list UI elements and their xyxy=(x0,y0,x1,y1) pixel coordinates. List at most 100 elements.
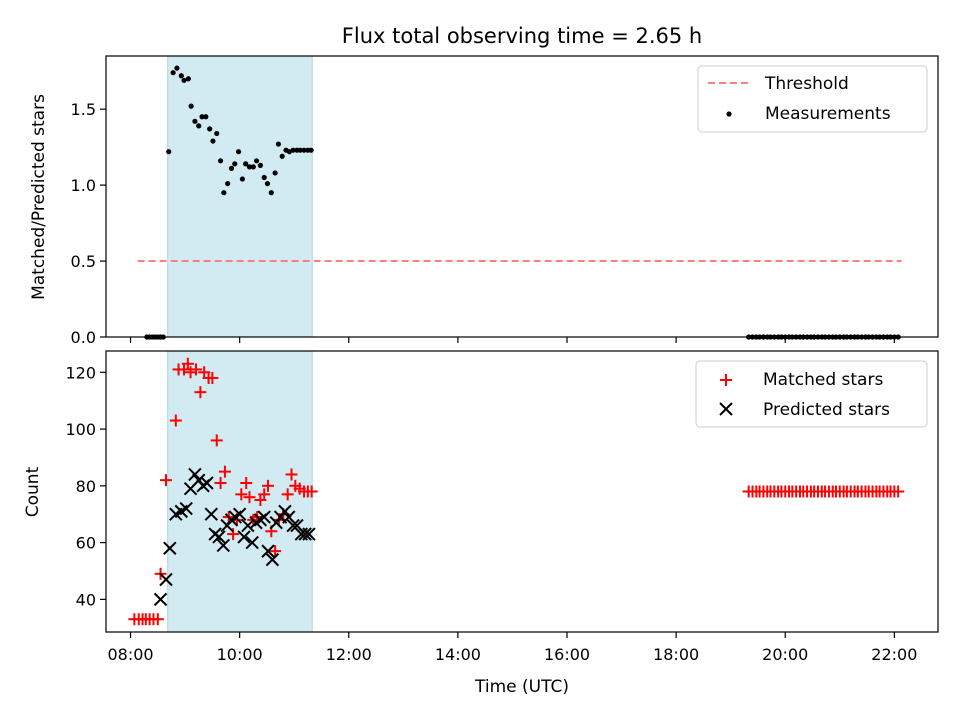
measurement-point xyxy=(196,123,202,129)
y-tick-label: 0.0 xyxy=(71,328,96,347)
measurement-point xyxy=(228,165,235,171)
observing-span-bottom xyxy=(167,350,313,633)
matched-star-point xyxy=(285,468,298,481)
matched-star-point xyxy=(240,476,253,489)
measurement-point xyxy=(214,130,220,137)
measurement-point xyxy=(272,170,278,176)
matched-star-point xyxy=(184,366,197,379)
observing-span-top xyxy=(167,55,313,338)
matched-star-point xyxy=(892,485,905,498)
measurement-point xyxy=(217,158,224,164)
measurement-point xyxy=(199,114,205,120)
measurement-point xyxy=(225,180,231,187)
measurement-point xyxy=(275,141,282,147)
matched-star-point xyxy=(151,613,164,626)
measurement-point xyxy=(261,174,267,181)
predicted-star-point xyxy=(153,592,168,607)
predicted-star-point xyxy=(298,527,312,541)
predicted-star-point xyxy=(212,530,226,544)
predicted-star-point xyxy=(232,507,247,521)
matched-star-point xyxy=(181,357,194,370)
measurement-point xyxy=(166,149,172,155)
x-tick-label: 08:00 xyxy=(107,645,153,664)
y-tick-label: 100 xyxy=(65,420,96,439)
matched-star-point xyxy=(206,371,219,384)
chart-title: Flux total observing time = 2.65 h xyxy=(342,24,702,48)
predicted-star-point xyxy=(237,530,251,544)
y-tick-label: 1.5 xyxy=(71,100,96,119)
matched-star-point xyxy=(160,474,173,487)
predicted-star-point xyxy=(278,504,292,519)
legend-matched-label: Matched stars xyxy=(763,370,883,390)
x-axis-label: Time (UTC) xyxy=(474,677,569,697)
measurement-point xyxy=(170,70,176,76)
y-tick-label: 60 xyxy=(76,534,96,553)
predicted-star-point xyxy=(261,544,275,558)
legend-measurements-swatch xyxy=(726,111,732,117)
matched-star-point xyxy=(214,476,227,489)
measurement-point xyxy=(181,77,187,83)
measurement-point xyxy=(178,73,184,79)
measurement-point xyxy=(268,190,274,196)
measurement-point xyxy=(279,153,285,159)
x-tick-label: 14:00 xyxy=(435,645,481,664)
y-tick-label: 0.5 xyxy=(71,252,96,271)
measurement-point xyxy=(174,65,180,71)
y-tick-label: 120 xyxy=(65,363,96,382)
ratio-panel: 0.0 0.5 1.0 1.5 Matched/Predicted stars Thr… xyxy=(29,55,939,347)
predicted-star-point xyxy=(216,538,231,553)
legend-measurements-label: Measurements xyxy=(765,104,891,124)
ratio-panel-frame xyxy=(105,55,939,338)
ratio-legend: Threshold Measurements xyxy=(697,65,928,133)
matched-star-point xyxy=(262,479,275,492)
predicted-star-point xyxy=(245,535,259,550)
measurement-point xyxy=(297,147,303,153)
legend-matched-swatch xyxy=(720,374,732,386)
count-legend: Matched stars Predicted stars xyxy=(695,360,928,428)
legend-predicted-swatch xyxy=(719,402,733,416)
measurement-point xyxy=(246,164,253,170)
x-tick-label: 10:00 xyxy=(217,645,263,664)
measurement-point xyxy=(264,180,271,187)
legend-predicted-label: Predicted stars xyxy=(763,400,890,420)
ratio-y-axis-label: Matched/Predicted stars xyxy=(29,94,49,300)
measurement-point xyxy=(250,164,256,170)
matched-star-point xyxy=(210,434,223,447)
predicted-star-point xyxy=(188,467,202,482)
matched-star-point xyxy=(269,545,282,558)
matched-star-point xyxy=(218,465,231,478)
x-tick-label: 18:00 xyxy=(653,645,699,664)
matched-star-point xyxy=(258,488,271,501)
y-tick-label: 1.0 xyxy=(71,176,96,195)
measurement-point xyxy=(301,147,307,153)
predicted-star-point xyxy=(159,572,173,587)
matched-star-point xyxy=(169,414,182,427)
predicted-star-point xyxy=(179,501,193,516)
predicted-star-point xyxy=(200,476,214,490)
matched-star-point xyxy=(227,528,240,541)
matched-star-point xyxy=(235,488,248,501)
count-y-axis-label: Count xyxy=(23,466,43,517)
x-tick-label: 20:00 xyxy=(762,645,808,664)
measurement-point xyxy=(232,161,238,167)
legend-threshold-label: Threshold xyxy=(764,74,849,94)
measurement-point xyxy=(210,138,216,144)
matched-star-point xyxy=(190,363,203,376)
measurement-point xyxy=(239,176,245,182)
measurement-point xyxy=(257,162,263,168)
measurement-point xyxy=(235,149,242,155)
measurement-point xyxy=(185,76,191,82)
predicted-star-point xyxy=(241,518,255,533)
measurement-point xyxy=(203,114,209,120)
x-tick-label: 16:00 xyxy=(544,645,590,664)
count-panel: 40 60 80 100 120 08:00 10:00 12:00 14:00 16:00 18… xyxy=(23,350,939,664)
count-panel-frame xyxy=(105,350,939,633)
matched-star-point xyxy=(305,485,318,498)
y-tick-label: 80 xyxy=(76,477,96,496)
predicted-star-point xyxy=(302,527,316,541)
predicted-star-point xyxy=(265,552,280,567)
measurement-point xyxy=(253,158,260,164)
x-tick-label: 22:00 xyxy=(871,645,917,664)
matched-star-point xyxy=(243,491,256,504)
